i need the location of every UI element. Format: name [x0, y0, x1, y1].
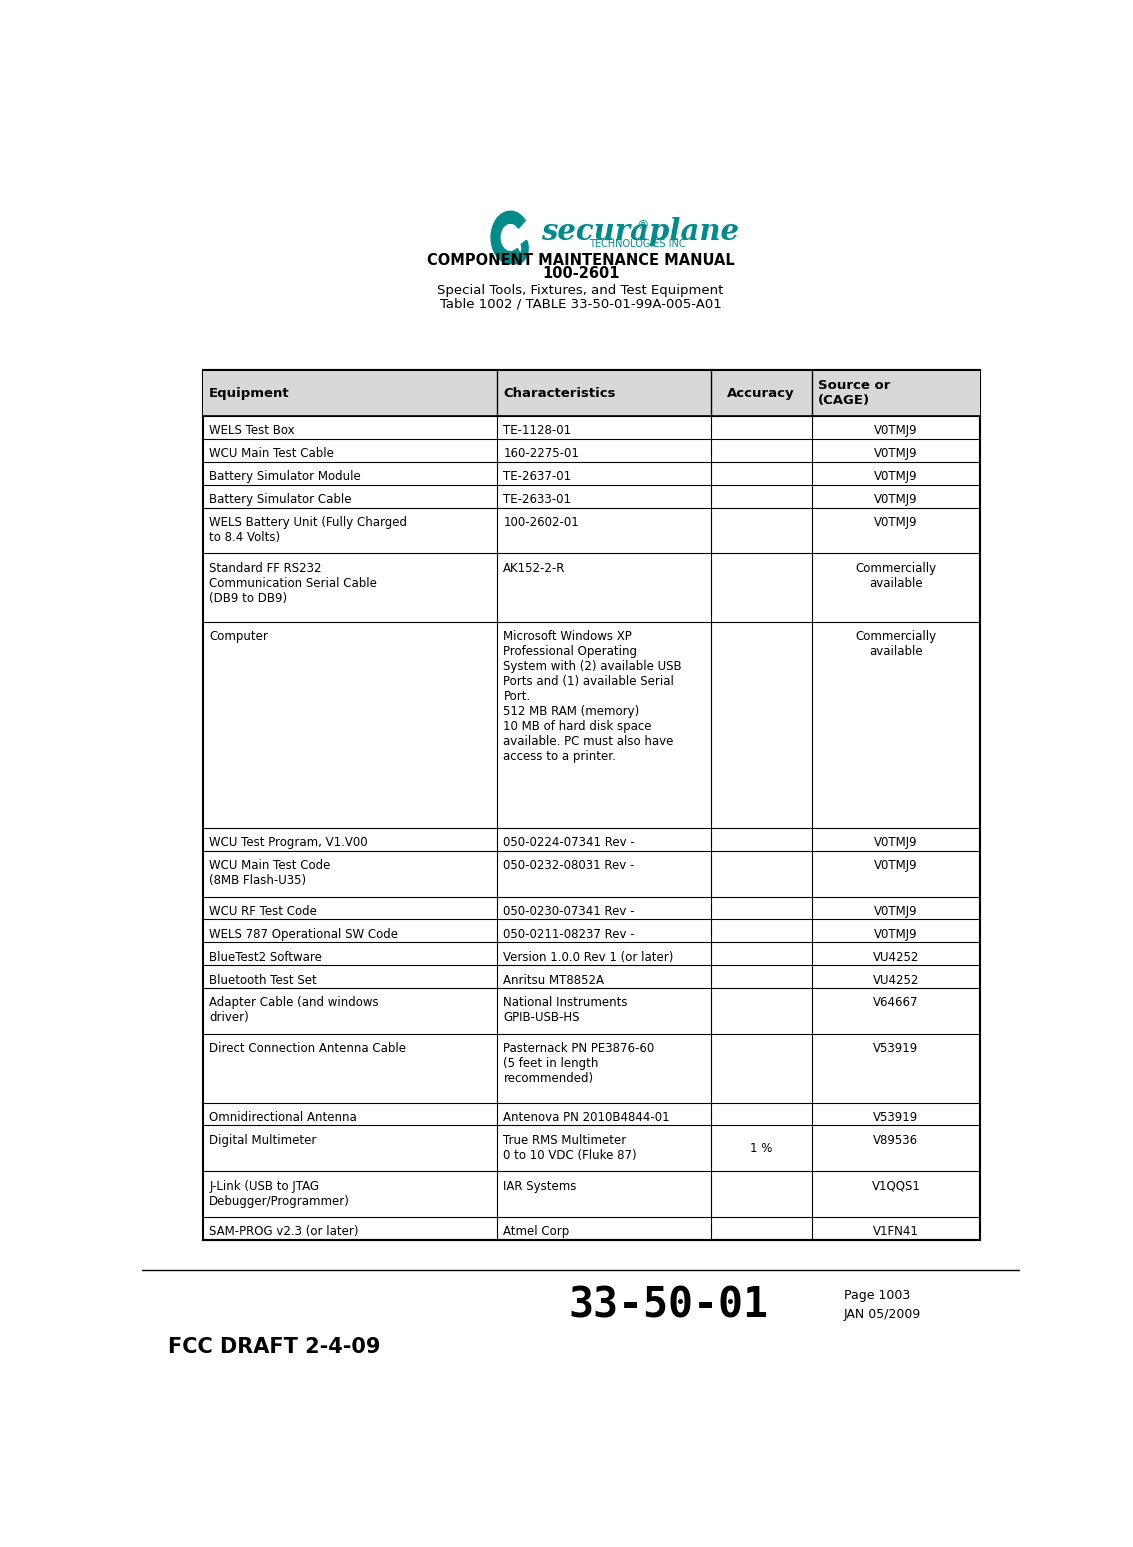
Text: Battery Simulator Module: Battery Simulator Module — [210, 470, 361, 483]
Text: IAR Systems: IAR Systems — [503, 1179, 577, 1193]
Text: 100-2601: 100-2601 — [542, 266, 620, 282]
Bar — [811, 370, 980, 416]
Text: 33-50-01: 33-50-01 — [569, 1284, 768, 1326]
Text: WELS Battery Unit (Fully Charged
to 8.4 Volts): WELS Battery Unit (Fully Charged to 8.4 … — [210, 515, 407, 545]
Text: V0TMJ9: V0TMJ9 — [874, 493, 918, 506]
Text: V0TMJ9: V0TMJ9 — [874, 447, 918, 461]
Text: 160-2275-01: 160-2275-01 — [503, 447, 579, 461]
Text: Battery Simulator Cable: Battery Simulator Cable — [210, 493, 351, 506]
Text: V1QQS1: V1QQS1 — [871, 1179, 920, 1193]
Text: WCU Main Test Cable: WCU Main Test Cable — [210, 447, 334, 461]
Text: V0TMJ9: V0TMJ9 — [874, 859, 918, 873]
Text: ®: ® — [542, 218, 649, 232]
Text: VU4252: VU4252 — [872, 973, 919, 987]
Text: V53919: V53919 — [874, 1043, 919, 1055]
Text: WCU RF Test Code: WCU RF Test Code — [210, 905, 317, 917]
Text: Table 1002 / TABLE 33-50-01-99A-005-A01: Table 1002 / TABLE 33-50-01-99A-005-A01 — [440, 297, 722, 309]
Text: FCC DRAFT 2-4-09: FCC DRAFT 2-4-09 — [168, 1337, 381, 1357]
Text: Omnidirectional Antenna: Omnidirectional Antenna — [210, 1111, 357, 1123]
Text: V64667: V64667 — [874, 996, 919, 1010]
Text: Version 1.0.0 Rev 1 (or later): Version 1.0.0 Rev 1 (or later) — [503, 951, 674, 964]
Text: V0TMJ9: V0TMJ9 — [874, 424, 918, 438]
Text: TE-1128-01: TE-1128-01 — [503, 424, 571, 438]
Text: 050-0211-08237 Rev -: 050-0211-08237 Rev - — [503, 928, 634, 941]
Text: National Instruments
GPIB-USB-HS: National Instruments GPIB-USB-HS — [503, 996, 628, 1024]
Text: True RMS Multimeter
0 to 10 VDC (Fluke 87): True RMS Multimeter 0 to 10 VDC (Fluke 8… — [503, 1134, 637, 1162]
Text: COMPONENT MAINTENANCE MANUAL: COMPONENT MAINTENANCE MANUAL — [427, 254, 734, 268]
Text: TECHNOLOGIES INC: TECHNOLOGIES INC — [589, 238, 687, 249]
Text: Commercially
available: Commercially available — [855, 630, 937, 659]
Text: Characteristics: Characteristics — [503, 387, 616, 399]
Text: TE-2633-01: TE-2633-01 — [503, 493, 571, 506]
Text: V0TMJ9: V0TMJ9 — [874, 470, 918, 483]
Text: Digital Multimeter: Digital Multimeter — [210, 1134, 316, 1146]
Text: securaplane: securaplane — [542, 217, 739, 246]
Bar — [710, 370, 811, 416]
Wedge shape — [506, 240, 528, 265]
Text: V89536: V89536 — [874, 1134, 919, 1146]
Text: Adapter Cable (and windows
driver): Adapter Cable (and windows driver) — [210, 996, 378, 1024]
Text: Bluetooth Test Set: Bluetooth Test Set — [210, 973, 317, 987]
Wedge shape — [491, 212, 526, 263]
Text: Accuracy: Accuracy — [727, 387, 795, 399]
Text: Standard FF RS232
Communication Serial Cable
(DB9 to DB9): Standard FF RS232 Communication Serial C… — [210, 562, 377, 605]
Bar — [203, 370, 980, 1239]
Text: V53919: V53919 — [874, 1111, 919, 1123]
Bar — [497, 370, 710, 416]
Text: BlueTest2 Software: BlueTest2 Software — [210, 951, 322, 964]
Text: WELS 787 Operational SW Code: WELS 787 Operational SW Code — [210, 928, 398, 941]
Text: TE-2637-01: TE-2637-01 — [503, 470, 571, 483]
Text: Computer: Computer — [210, 630, 269, 644]
Bar — [203, 370, 497, 416]
Text: Page 1003: Page 1003 — [844, 1289, 910, 1303]
Text: JAN 05/2009: JAN 05/2009 — [844, 1309, 921, 1321]
Text: Microsoft Windows XP
Professional Operating
System with (2) available USB
Ports : Microsoft Windows XP Professional Operat… — [503, 630, 682, 763]
Text: Atmel Corp: Atmel Corp — [503, 1225, 570, 1238]
Text: V0TMJ9: V0TMJ9 — [874, 928, 918, 941]
Text: 1 %: 1 % — [750, 1142, 773, 1154]
Text: Antenova PN 2010B4844-01: Antenova PN 2010B4844-01 — [503, 1111, 670, 1123]
Text: Equipment: Equipment — [210, 387, 290, 399]
Text: Anritsu MT8852A: Anritsu MT8852A — [503, 973, 604, 987]
Text: 050-0230-07341 Rev -: 050-0230-07341 Rev - — [503, 905, 634, 917]
Text: VU4252: VU4252 — [872, 951, 919, 964]
Text: Commercially
available: Commercially available — [855, 562, 937, 589]
Text: 100-2602-01: 100-2602-01 — [503, 515, 579, 529]
Text: WELS Test Box: WELS Test Box — [210, 424, 295, 438]
Text: Pasternack PN PE3876-60
(5 feet in length
recommended): Pasternack PN PE3876-60 (5 feet in lengt… — [503, 1043, 655, 1086]
Text: V0TMJ9: V0TMJ9 — [874, 837, 918, 849]
Text: WCU Main Test Code
(8MB Flash-U35): WCU Main Test Code (8MB Flash-U35) — [210, 859, 331, 886]
Text: V1FN41: V1FN41 — [872, 1225, 919, 1238]
Text: 050-0232-08031 Rev -: 050-0232-08031 Rev - — [503, 859, 634, 873]
Text: J-Link (USB to JTAG
Debugger/Programmer): J-Link (USB to JTAG Debugger/Programmer) — [210, 1179, 350, 1208]
Text: SAM-PROG v2.3 (or later): SAM-PROG v2.3 (or later) — [210, 1225, 359, 1238]
Text: WCU Test Program, V1.V00: WCU Test Program, V1.V00 — [210, 837, 368, 849]
Text: V0TMJ9: V0TMJ9 — [874, 905, 918, 917]
Text: Source or
(CAGE): Source or (CAGE) — [818, 379, 891, 407]
Text: 050-0224-07341 Rev -: 050-0224-07341 Rev - — [503, 837, 636, 849]
Text: AK152-2-R: AK152-2-R — [503, 562, 565, 574]
Text: V0TMJ9: V0TMJ9 — [874, 515, 918, 529]
Text: Direct Connection Antenna Cable: Direct Connection Antenna Cable — [210, 1043, 407, 1055]
Text: Special Tools, Fixtures, and Test Equipment: Special Tools, Fixtures, and Test Equipm… — [437, 285, 724, 297]
